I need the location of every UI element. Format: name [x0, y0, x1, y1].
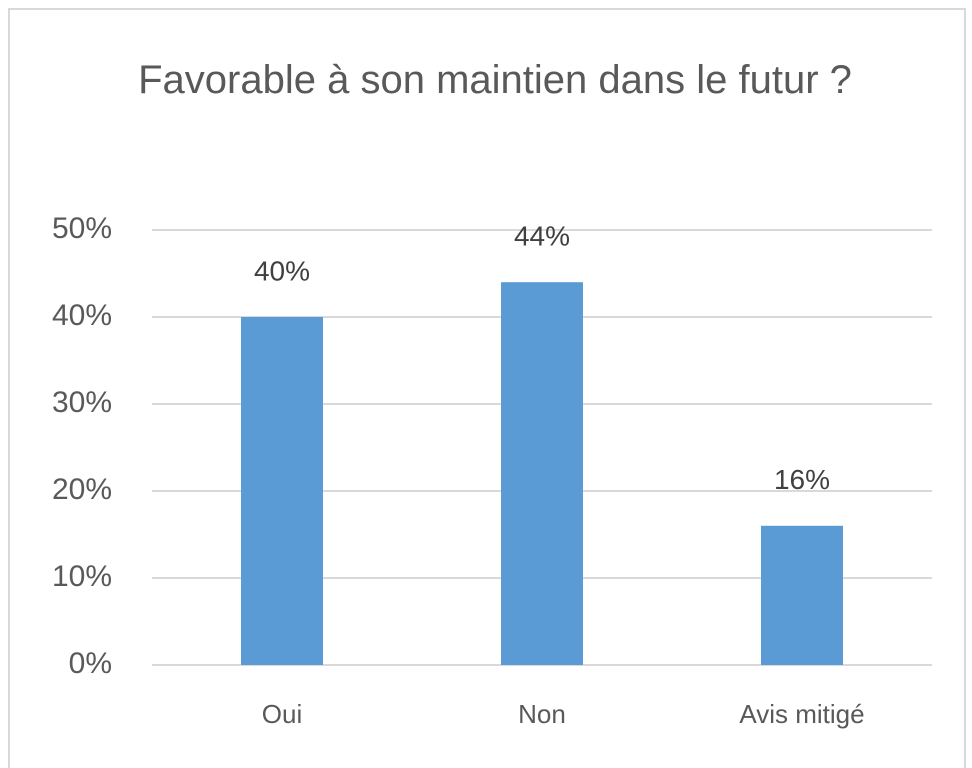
y-tick-label: 10% — [52, 560, 112, 593]
y-tick-label: 50% — [52, 212, 112, 245]
data-label: 40% — [254, 255, 310, 286]
x-tick-label: Non — [518, 699, 566, 729]
bar — [241, 317, 323, 665]
y-tick-label: 0% — [69, 647, 112, 680]
x-tick-label: Avis mitigé — [739, 699, 864, 729]
chart-title: Favorable à son maintien dans le futur ? — [138, 58, 852, 102]
y-tick-label: 30% — [52, 386, 112, 419]
x-tick-label: Oui — [262, 699, 302, 729]
bar — [761, 525, 843, 665]
y-tick-label: 40% — [52, 299, 112, 332]
data-label: 16% — [774, 464, 830, 495]
chart-frame — [8, 8, 966, 768]
bar — [501, 282, 583, 665]
y-tick-label: 20% — [52, 473, 112, 506]
data-label: 44% — [514, 221, 570, 252]
